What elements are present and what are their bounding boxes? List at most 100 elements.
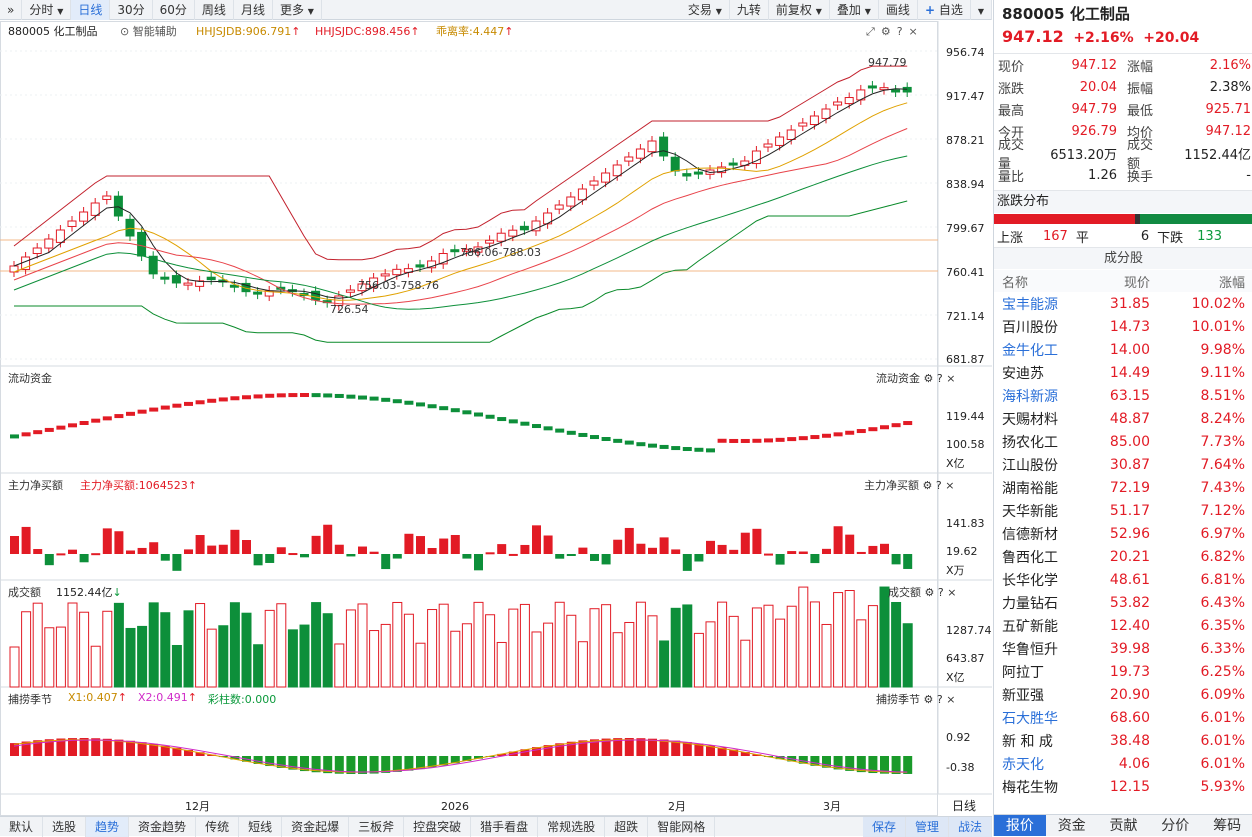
tab-price-dist[interactable]: 分价	[1161, 818, 1190, 834]
help-icon[interactable]: ?	[936, 693, 943, 706]
component-row[interactable]: 华鲁恒升 39.98 6.33%	[994, 637, 1252, 660]
gear-icon[interactable]: ⚙	[924, 586, 935, 599]
col-change[interactable]: 涨幅	[1218, 275, 1245, 291]
component-name[interactable]: 湖南裕能	[1002, 480, 1058, 497]
component-name[interactable]: 力量钻石	[1002, 595, 1058, 612]
component-name[interactable]: 阿拉丁	[1002, 664, 1044, 681]
tab-fund-trend[interactable]: 资金趋势	[129, 816, 197, 837]
tab-quote[interactable]: 报价	[994, 815, 1046, 836]
jiuzhuan-button[interactable]: 九转	[730, 0, 769, 20]
component-name[interactable]: 长华化学	[1002, 572, 1058, 589]
component-row[interactable]: 梅花生物 12.15 5.93%	[994, 775, 1252, 798]
tab-three-axes[interactable]: 三板斧	[349, 816, 405, 837]
component-row[interactable]: 安迪苏 14.49 9.11%	[994, 361, 1252, 384]
help-icon[interactable]: ?	[896, 25, 909, 38]
component-row[interactable]: 扬农化工 85.00 7.73%	[994, 430, 1252, 453]
component-name[interactable]: 天赐材料	[1002, 411, 1058, 428]
help-icon[interactable]: ?	[935, 479, 942, 492]
component-row[interactable]: 海科新源 63.15 8.51%	[994, 384, 1252, 407]
component-row[interactable]: 新 和 成 38.48 6.01%	[994, 729, 1252, 752]
add-watchlist-button[interactable]: + 自选	[918, 0, 971, 20]
component-name[interactable]: 安迪苏	[1002, 365, 1044, 382]
tab-traditional[interactable]: 传统	[196, 816, 240, 837]
help-icon[interactable]: ?	[936, 372, 943, 385]
component-name[interactable]: 石大胜华	[1002, 710, 1058, 727]
component-row[interactable]: 五矿新能 12.40 6.35%	[994, 614, 1252, 637]
component-name[interactable]: 华鲁恒升	[1002, 641, 1058, 658]
component-row[interactable]: 赤天化 4.06 6.01%	[994, 752, 1252, 775]
gear-icon[interactable]: ⚙	[922, 479, 933, 492]
period-30min[interactable]: 30分	[110, 0, 153, 20]
expand-button[interactable]: »	[0, 0, 23, 20]
adjust-menu[interactable]: 前复权 ▼	[769, 0, 830, 20]
component-row[interactable]: 石大胜华 68.60 6.01%	[994, 706, 1252, 729]
close-icon[interactable]: ×	[946, 693, 956, 706]
tab-regular-select[interactable]: 常规选股	[538, 816, 606, 837]
component-row[interactable]: 金牛化工 14.00 9.98%	[994, 338, 1252, 361]
component-name[interactable]: 百川股份	[1002, 319, 1058, 336]
close-icon[interactable]: ×	[908, 25, 924, 38]
close-icon[interactable]: ×	[947, 586, 957, 599]
smart-assist-toggle[interactable]: ⊙ 智能辅助	[120, 25, 177, 38]
tab-select[interactable]: 选股	[43, 816, 87, 837]
tab-oversold[interactable]: 超跌	[605, 816, 649, 837]
component-name[interactable]: 金牛化工	[1002, 342, 1058, 359]
tab-fund[interactable]: 资金	[1057, 818, 1086, 834]
component-row[interactable]: 长华化学 48.61 6.81%	[994, 568, 1252, 591]
tab-fund-burst[interactable]: 资金起爆	[282, 816, 350, 837]
tab-smart-grid[interactable]: 智能网格	[648, 816, 716, 837]
gear-icon[interactable]: ⚙	[923, 693, 934, 706]
component-name[interactable]: 宝丰能源	[1002, 296, 1058, 313]
tab-default[interactable]: 默认	[0, 816, 44, 837]
component-row[interactable]: 阿拉丁 19.73 6.25%	[994, 660, 1252, 683]
tab-trend[interactable]: 趋势	[86, 816, 130, 837]
watchlist-dropdown[interactable]: ▼	[971, 0, 992, 20]
component-name[interactable]: 江山股份	[1002, 457, 1058, 474]
component-row[interactable]: 力量钻石 53.82 6.43%	[994, 591, 1252, 614]
component-name[interactable]: 信德新材	[1002, 526, 1058, 543]
tab-short[interactable]: 短线	[239, 816, 283, 837]
component-name[interactable]: 五矿新能	[1002, 618, 1058, 635]
help-icon[interactable]: ?	[937, 586, 944, 599]
component-row[interactable]: 宝丰能源 31.85 10.02%	[994, 292, 1252, 315]
component-name[interactable]: 赤天化	[1002, 756, 1044, 773]
component-name[interactable]: 天华新能	[1002, 503, 1058, 520]
tab-chips[interactable]: 筹码	[1213, 818, 1242, 834]
period-weekly[interactable]: 周线	[195, 0, 234, 20]
component-row[interactable]: 信德新材 52.96 6.97%	[994, 522, 1252, 545]
manage-button[interactable]: 管理	[905, 816, 949, 837]
col-name[interactable]: 名称	[1002, 275, 1029, 291]
col-price[interactable]: 现价	[1123, 275, 1150, 291]
component-name[interactable]: 鲁西化工	[1002, 549, 1058, 566]
period-60min[interactable]: 60分	[153, 0, 195, 20]
save-button[interactable]: 保存	[862, 816, 906, 837]
close-icon[interactable]: ×	[945, 479, 955, 492]
component-row[interactable]: 天赐材料 48.87 8.24%	[994, 407, 1252, 430]
draw-button[interactable]: 画线	[879, 0, 918, 20]
trade-menu[interactable]: 交易 ▼	[681, 0, 730, 20]
gear-icon[interactable]: ⚙	[880, 25, 897, 38]
component-row[interactable]: 江山股份 30.87 7.64%	[994, 453, 1252, 476]
component-name[interactable]: 梅花生物	[1002, 779, 1058, 796]
component-row[interactable]: 新亚强 20.90 6.09%	[994, 683, 1252, 706]
component-name[interactable]: 扬农化工	[1002, 434, 1058, 451]
tab-hunter[interactable]: 猎手看盘	[471, 816, 539, 837]
period-daily[interactable]: 日线	[71, 0, 111, 20]
component-row[interactable]: 百川股份 14.73 10.01%	[994, 315, 1252, 338]
strategy-button[interactable]: 战法	[948, 816, 992, 837]
kline-chart-area[interactable]: 880005 化工制品 ⊙ 智能辅助 HHJSJDB:906.791↑ HHJS…	[0, 21, 992, 816]
period-monthly[interactable]: 月线	[234, 0, 273, 20]
tab-contribution[interactable]: 贡献	[1109, 818, 1138, 834]
component-row[interactable]: 天华新能 51.17 7.12%	[994, 499, 1252, 522]
close-icon[interactable]: ×	[946, 372, 956, 385]
more-button[interactable]: 更多 ▼	[273, 0, 322, 20]
expand-arrows-icon[interactable]: ⤢	[866, 25, 881, 38]
gear-icon[interactable]: ⚙	[923, 372, 934, 385]
component-name[interactable]: 新亚强	[1002, 687, 1044, 704]
overlay-menu[interactable]: 叠加 ▼	[830, 0, 879, 20]
period-fenshi[interactable]: 分时 ▼	[22, 0, 72, 20]
component-row[interactable]: 湖南裕能 72.19 7.43%	[994, 476, 1252, 499]
tab-control-break[interactable]: 控盘突破	[404, 816, 472, 837]
component-name[interactable]: 新 和 成	[1002, 733, 1053, 750]
component-name[interactable]: 海科新源	[1002, 388, 1058, 405]
